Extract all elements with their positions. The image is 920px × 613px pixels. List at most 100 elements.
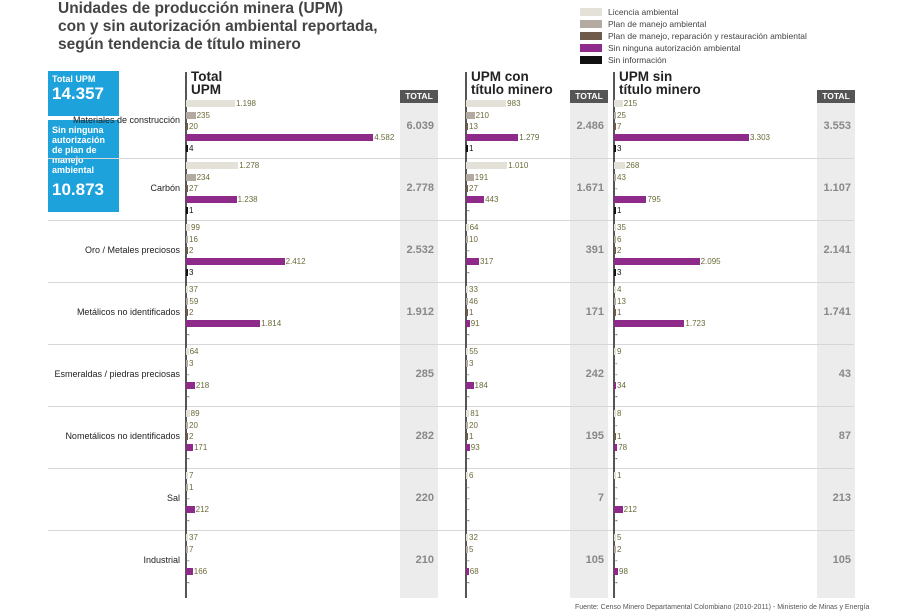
title-line-2: con y sin autorización ambiental reporta… (58, 18, 378, 35)
bar-1 (186, 360, 188, 367)
value-label: - (615, 454, 618, 463)
value-label: 6 (617, 235, 622, 244)
bar-0 (186, 286, 188, 293)
value-label: - (615, 494, 618, 503)
value-label: - (615, 330, 618, 339)
value-label: 5 (469, 545, 474, 554)
category-label: Industrial (143, 554, 180, 565)
value-label: 9 (617, 347, 622, 356)
panel-axis (185, 72, 187, 598)
kpi-sin-autorizacion: Sin ninguna autorización de plan de mane… (48, 120, 119, 212)
bar-0 (466, 534, 468, 541)
bar-2 (186, 309, 188, 316)
bar-3 (186, 134, 374, 141)
bar-0 (186, 410, 190, 417)
value-label: 166 (193, 567, 208, 576)
bar-4 (186, 269, 188, 276)
legend-item: Plan de manejo ambiental (580, 18, 807, 30)
total-badge: TOTAL (817, 90, 855, 103)
legend-label: Licencia ambiental (608, 7, 679, 17)
legend-label: Sin ninguna autorización ambiental (608, 43, 741, 53)
legend-swatch (580, 8, 602, 16)
value-label: 4.582 (374, 133, 395, 142)
value-label: 235 (196, 111, 210, 120)
total-value: 1.671 (576, 182, 604, 194)
value-label: - (615, 556, 618, 565)
total-value: 210 (415, 554, 434, 566)
total-badge: TOTAL (570, 90, 608, 103)
bar-3 (466, 196, 485, 203)
bar-1 (614, 174, 616, 181)
bar-3 (186, 444, 193, 451)
category-label: Carbón (150, 182, 180, 193)
value-label: 2.095 (700, 257, 721, 266)
legend-swatch (580, 56, 602, 64)
title-line-3: según tendencia de título minero (58, 36, 301, 53)
bar-4 (614, 207, 616, 214)
total-value: 1.741 (823, 306, 851, 318)
value-label: 215 (623, 99, 638, 108)
bar-0 (614, 162, 625, 169)
total-value: 195 (585, 430, 604, 442)
value-label: - (467, 578, 470, 587)
value-label: - (187, 454, 190, 463)
bar-0 (466, 348, 469, 355)
value-label: 20 (189, 421, 198, 430)
panel-title: UPM sin título minero (619, 70, 701, 97)
bar-3 (614, 134, 749, 141)
bar-3 (466, 444, 470, 451)
bar-1 (466, 298, 468, 305)
kpi-total-label: Total UPM (52, 74, 96, 84)
value-label: 3 (617, 144, 622, 153)
value-label: 212 (623, 505, 638, 514)
total-value: 391 (585, 244, 604, 256)
total-value: 1.107 (823, 182, 851, 194)
value-label: 20 (469, 421, 478, 430)
value-label: 81 (470, 409, 480, 418)
value-label: - (467, 206, 470, 215)
value-label: 78 (618, 443, 628, 452)
bar-1 (186, 174, 196, 181)
bar-1 (186, 422, 188, 429)
bar-1 (466, 174, 474, 181)
total-value: 2.486 (576, 120, 604, 132)
row-separator (48, 220, 854, 221)
bar-2 (614, 309, 616, 316)
legend: Licencia ambiental Plan de manejo ambient… (580, 6, 807, 66)
bar-0 (614, 534, 616, 541)
category-label: Nometálicos no identificados (65, 430, 180, 441)
total-value: 242 (585, 368, 604, 380)
value-label: - (187, 516, 190, 525)
value-label: 210 (475, 111, 489, 120)
bar-1 (186, 298, 189, 305)
value-label: 43 (617, 173, 626, 182)
value-label: 7 (189, 545, 194, 554)
value-label: 2 (189, 432, 194, 441)
value-label: 13 (617, 297, 626, 306)
value-label: - (467, 494, 470, 503)
value-label: - (467, 483, 470, 492)
bar-2 (614, 247, 616, 254)
bar-3 (186, 196, 237, 203)
row-separator (48, 530, 854, 531)
value-label: - (615, 483, 618, 492)
total-value: 6.039 (406, 120, 434, 132)
value-label: 1 (617, 471, 622, 480)
total-column (817, 97, 855, 598)
kpi-total-upm: Total UPM 14.357 (48, 71, 119, 116)
bar-3 (614, 258, 700, 265)
total-badge: TOTAL (400, 90, 438, 103)
value-label: 99 (191, 223, 200, 232)
bar-1 (466, 112, 475, 119)
value-label: 3 (189, 268, 194, 277)
bar-1 (614, 236, 616, 243)
bar-1 (466, 546, 468, 553)
bar-2 (466, 309, 468, 316)
value-label: - (615, 578, 618, 587)
source-note: Fuente: Censo Minero Departamental Colom… (575, 604, 870, 611)
value-label: 2 (617, 545, 622, 554)
bar-0 (466, 224, 469, 231)
value-label: 795 (647, 195, 661, 204)
bar-3 (466, 320, 470, 327)
total-value: 1.912 (406, 306, 434, 318)
